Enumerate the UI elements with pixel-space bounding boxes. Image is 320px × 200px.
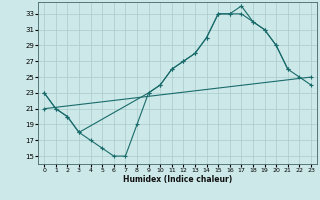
X-axis label: Humidex (Indice chaleur): Humidex (Indice chaleur) xyxy=(123,175,232,184)
